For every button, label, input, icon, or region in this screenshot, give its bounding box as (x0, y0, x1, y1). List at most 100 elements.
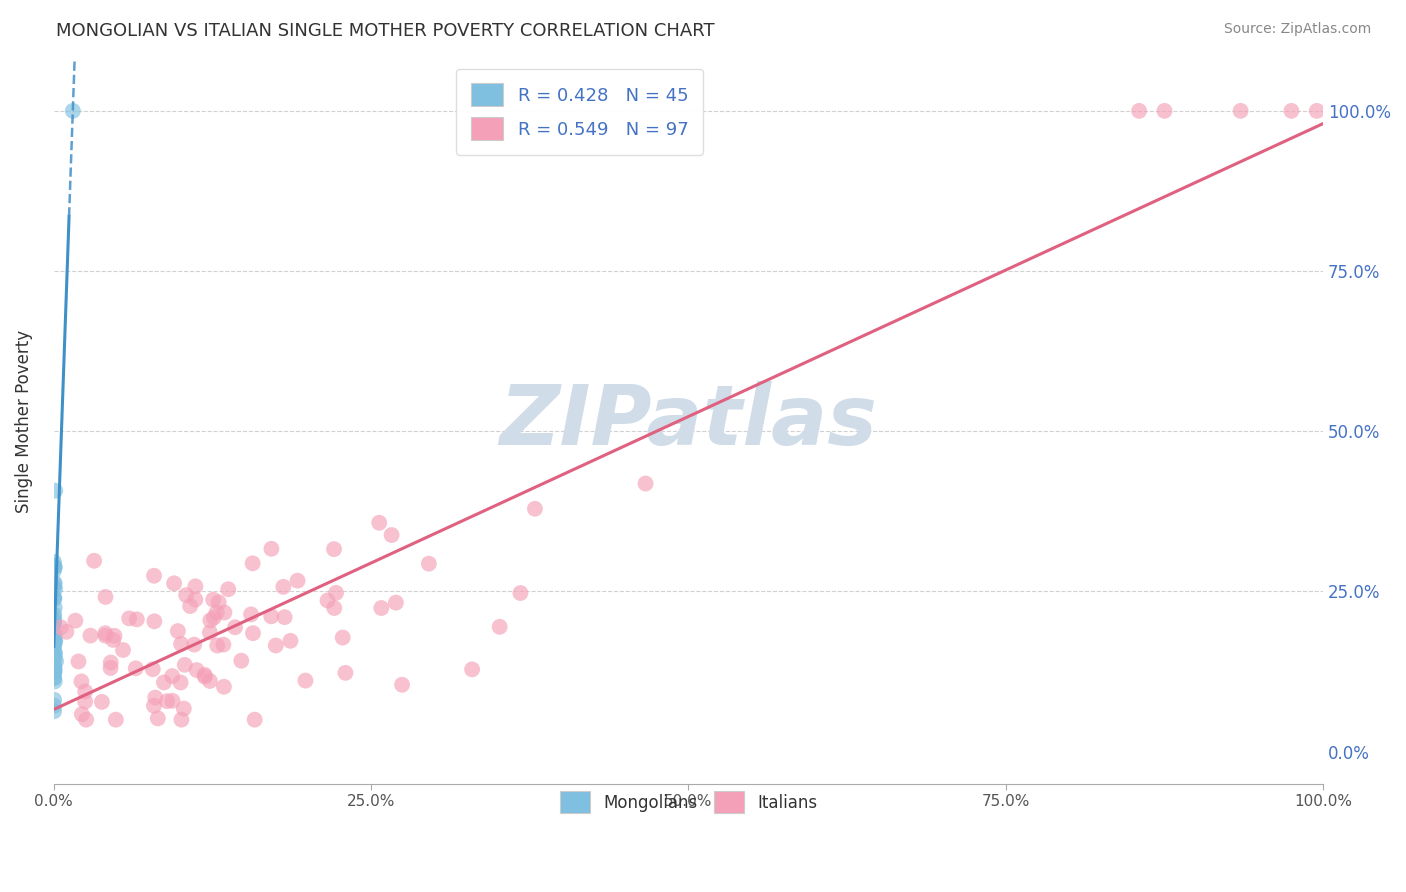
Point (170, 713, 193, 727)
Point (273, 610, 295, 624)
Point (243, 713, 266, 727)
Point (44, 612, 66, 626)
Point (1306, 103, 1329, 118)
Point (163, 576, 186, 591)
Point (42, 671, 65, 685)
Point (184, 592, 207, 607)
Point (488, 620, 510, 634)
Point (44, 582, 66, 596)
Point (202, 592, 225, 607)
Point (1153, 103, 1175, 118)
Text: MONGOLIAN VS ITALIAN SINGLE MOTHER POVERTY CORRELATION CHART: MONGOLIAN VS ITALIAN SINGLE MOTHER POVER… (56, 22, 714, 40)
Point (208, 595, 231, 609)
Point (44, 661, 66, 675)
Point (42, 640, 65, 654)
Point (325, 586, 347, 600)
Point (214, 606, 236, 620)
Point (111, 643, 134, 657)
Point (42, 555, 65, 569)
Point (75, 684, 97, 698)
Point (1128, 103, 1150, 118)
Point (205, 639, 228, 653)
Point (103, 632, 125, 647)
Point (179, 599, 201, 613)
Point (332, 631, 354, 645)
Point (42, 591, 65, 605)
Point (44, 632, 66, 647)
Point (44, 634, 66, 648)
Point (42, 629, 65, 643)
Point (44, 577, 66, 591)
Point (212, 680, 235, 694)
Point (143, 690, 166, 705)
Point (174, 588, 197, 602)
Point (118, 611, 141, 625)
Point (44, 645, 66, 659)
Point (70, 707, 93, 722)
Point (94, 626, 117, 640)
Point (162, 694, 184, 708)
Point (287, 574, 309, 588)
Point (44, 671, 66, 685)
Point (143, 698, 166, 713)
Point (153, 675, 176, 690)
Point (224, 620, 246, 634)
Point (202, 610, 225, 624)
Point (55, 624, 77, 639)
Point (44, 628, 66, 642)
Point (44, 607, 66, 622)
Point (260, 541, 283, 556)
Point (49, 620, 72, 634)
Point (79, 629, 101, 643)
Legend: Mongolians, Italians: Mongolians, Italians (547, 778, 831, 826)
Point (184, 579, 207, 593)
Point (240, 607, 263, 622)
Point (242, 557, 264, 571)
Point (42, 615, 65, 630)
Point (125, 661, 148, 675)
Point (42, 617, 65, 632)
Point (42, 558, 65, 573)
Point (65, 614, 87, 628)
Point (212, 638, 235, 652)
Point (42, 665, 65, 679)
Point (323, 601, 346, 615)
Point (385, 596, 408, 610)
Point (370, 601, 392, 615)
Point (273, 580, 295, 594)
Point (523, 501, 546, 516)
Point (44, 600, 66, 615)
Point (90, 695, 112, 709)
Point (260, 609, 283, 624)
Point (75, 694, 97, 708)
Point (44, 575, 66, 590)
Point (509, 586, 531, 600)
Point (391, 678, 413, 692)
Point (42, 564, 65, 578)
Point (100, 661, 122, 675)
Point (42, 657, 65, 672)
Y-axis label: Single Mother Poverty: Single Mother Poverty (15, 330, 32, 513)
Point (104, 713, 127, 727)
Point (42, 580, 65, 594)
Point (45, 654, 67, 668)
Point (173, 657, 195, 672)
Point (67, 655, 90, 669)
Point (242, 626, 264, 640)
Point (44, 560, 66, 574)
Point (44, 638, 66, 652)
Point (44, 650, 66, 665)
Point (194, 670, 217, 684)
Point (42, 614, 65, 628)
Point (316, 593, 339, 607)
Point (44, 483, 66, 498)
Point (94, 590, 117, 604)
Point (1229, 103, 1251, 118)
Point (198, 673, 221, 688)
Point (186, 663, 208, 677)
Point (42, 591, 65, 605)
Point (335, 665, 357, 680)
Point (162, 669, 184, 683)
Point (205, 606, 228, 620)
Point (231, 654, 253, 668)
